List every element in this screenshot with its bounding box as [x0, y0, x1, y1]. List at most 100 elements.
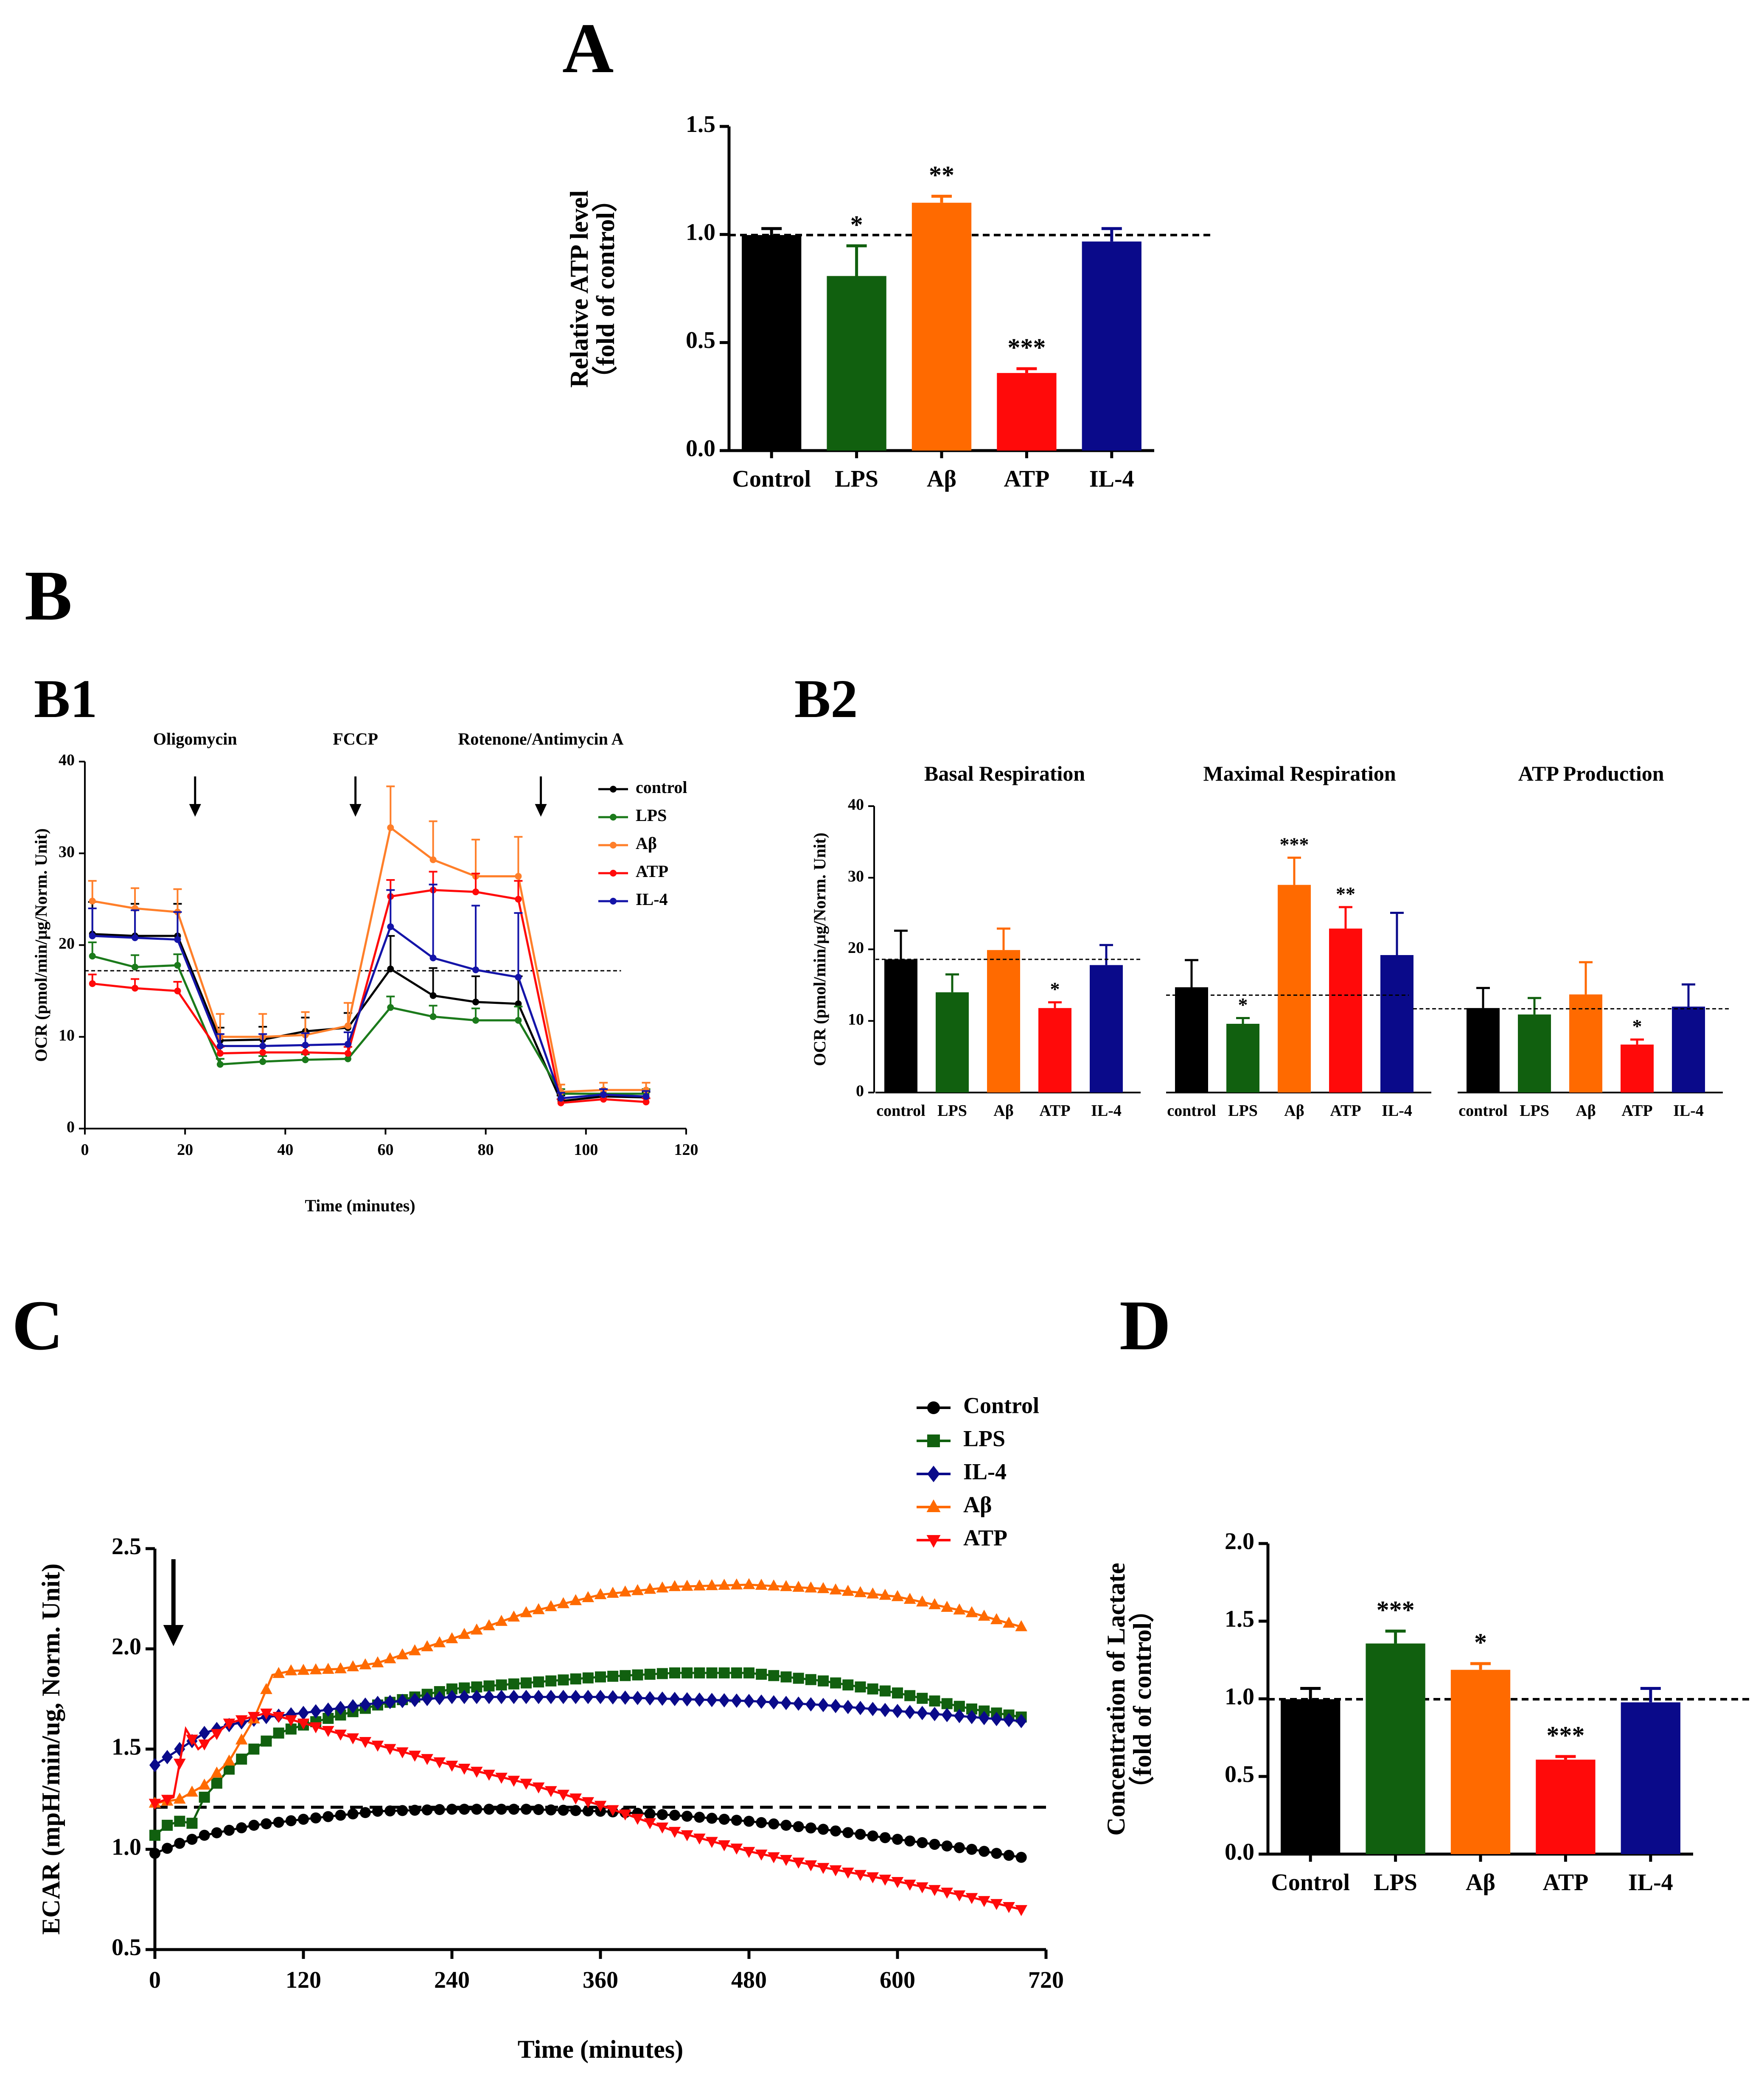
chart-c-point-abeta — [941, 1601, 953, 1612]
chart-b1-point-abeta — [344, 1022, 351, 1029]
chart-b2-significance-maximal-respiration-abeta: *** — [1280, 834, 1309, 855]
chart-b1-point-lps — [515, 1017, 522, 1024]
chart-c-point-il-4 — [496, 1689, 507, 1704]
chart-b1-point-atp — [472, 888, 480, 896]
chart-c-point-control — [904, 1835, 916, 1847]
chart-c-legend-marker-il-4 — [927, 1465, 940, 1482]
chart-c-point-control — [805, 1822, 816, 1834]
chart-c-point-lps — [273, 1727, 284, 1739]
chart-c-point-control — [310, 1812, 322, 1824]
chart-b1-point-atp — [642, 1098, 650, 1106]
chart-b1-point-il-4 — [132, 934, 139, 941]
chart-c-point-control — [644, 1808, 656, 1820]
panel-label-b1: B1 — [34, 669, 97, 729]
chart-b2-bar-atp-production-lps — [1518, 1014, 1551, 1093]
chart-b1-point-lps — [259, 1058, 266, 1065]
chart-c-point-lps — [941, 1698, 953, 1709]
chart-a-x-label-control: Control — [732, 466, 811, 492]
chart-c-point-abeta — [867, 1587, 879, 1599]
chart-c-point-atp — [668, 1827, 681, 1838]
chart-b1-y-tick-label: 30 — [59, 843, 75, 861]
chart-c-point-il-4 — [830, 1699, 841, 1713]
chart-c-point-control — [174, 1838, 185, 1849]
chart-d-y-tick-label: 1.0 — [1225, 1684, 1254, 1710]
chart-d-bar-atp — [1536, 1759, 1596, 1854]
chart-c-point-lps — [607, 1670, 619, 1682]
chart-c-point-abeta — [322, 1663, 334, 1674]
chart-c-point-control — [261, 1818, 272, 1829]
chart-c-point-lps — [904, 1690, 916, 1701]
chart-d-x-label-lps: LPS — [1374, 1869, 1417, 1896]
chart-c-point-atp — [805, 1860, 817, 1871]
chart-c-point-lps — [199, 1791, 210, 1803]
chart-b1-point-lps — [132, 964, 139, 971]
chart-c-point-il-4 — [421, 1692, 433, 1706]
chart-b2-bar-atp-production-abeta — [1569, 994, 1602, 1093]
chart-c-point-il-4 — [954, 1709, 965, 1723]
chart-c-point-abeta — [768, 1579, 780, 1591]
chart-b2-y-tick-label: 20 — [848, 939, 864, 957]
chart-c-point-atp — [210, 1729, 223, 1740]
chart-b1-point-lps — [89, 953, 96, 960]
chart-a-bar-lps — [827, 276, 886, 451]
chart-b1-legend-label-control: control — [636, 778, 687, 797]
chart-c-point-control — [347, 1808, 359, 1820]
chart-c-point-abeta — [186, 1785, 198, 1797]
chart-c-point-il-4 — [966, 1710, 977, 1724]
chart-c-line-control — [154, 1808, 1022, 1859]
chart-c-point-lps — [521, 1677, 532, 1689]
chart-c-point-control — [335, 1810, 346, 1821]
chart-c-point-il-4 — [867, 1702, 878, 1716]
chart-c-y-tick-label: 1.0 — [112, 1834, 141, 1860]
chart-b1-point-il-4 — [344, 1041, 351, 1048]
chart-b1-injection-oligomycin: Oligomycin — [153, 729, 237, 748]
chart-b1-legend-marker-lps — [610, 814, 617, 821]
chart-c-point-abeta — [606, 1586, 619, 1598]
chart-c-point-il-4 — [508, 1689, 519, 1704]
chart-c-point-abeta — [235, 1733, 248, 1745]
chart-c-point-control — [397, 1805, 408, 1816]
chart-b2-y-tick-label: 40 — [848, 796, 864, 814]
chart-b2-x-label-atp-production-abeta: Aβ — [1576, 1102, 1596, 1120]
chart-d-significance-abeta: * — [1474, 1628, 1487, 1656]
chart-c-point-abeta — [260, 1683, 272, 1694]
chart-c-point-il-4 — [521, 1689, 532, 1704]
chart-c-point-atp — [990, 1899, 1003, 1910]
chart-b1-point-lps — [216, 1061, 224, 1068]
chart-c-point-atp — [1003, 1902, 1015, 1914]
chart-c-point-control — [768, 1818, 780, 1829]
chart-b1-point-abeta — [89, 897, 96, 905]
chart-c-point-lps — [768, 1670, 780, 1681]
chart-c-point-control — [273, 1816, 284, 1828]
chart-c-point-abeta — [656, 1581, 669, 1593]
chart-b1-y-axis-label: OCR (pmol/min/μg/Norm. Unit) — [31, 828, 50, 1062]
chart-b2-bar-atp-production-control — [1467, 1008, 1500, 1093]
chart-d-significance-lps: *** — [1377, 1596, 1415, 1624]
chart-d-y-axis-label: Concentration of Lactate — [1102, 1563, 1130, 1835]
chart-c-point-atp — [334, 1729, 347, 1741]
chart-c-point-il-4 — [359, 1697, 371, 1712]
chart-d-y-tick-label: 0.0 — [1225, 1839, 1254, 1865]
chart-a-significance-abeta: ** — [929, 161, 954, 189]
chart-c-point-control — [459, 1804, 470, 1815]
chart-c-point-atp — [309, 1722, 322, 1734]
chart-c-point-il-4 — [335, 1701, 346, 1715]
chart-b1-point-atp — [132, 985, 139, 992]
chart-b1-line-control — [92, 933, 646, 1102]
chart-c-point-il-4 — [162, 1750, 173, 1765]
chart-a-bar-il-4 — [1082, 241, 1141, 451]
chart-b1-point-lps — [344, 1055, 351, 1062]
chart-a-significance-atp: *** — [1007, 333, 1046, 361]
chart-b1-point-il-4 — [472, 966, 480, 973]
chart-c-point-lps — [186, 1818, 198, 1829]
chart-c-point-atp — [260, 1709, 272, 1720]
chart-c-point-atp — [186, 1734, 198, 1746]
chart-c-point-abeta — [210, 1766, 223, 1778]
chart-b1-x-axis-label: Time (minutes) — [305, 1196, 415, 1215]
chart-c-point-control — [224, 1824, 235, 1836]
chart-b2-x-label-basal-respiration-lps: LPS — [937, 1102, 967, 1120]
chart-c-point-il-4 — [979, 1711, 990, 1726]
chart-b1-injection-rotenone-antimycin-a: Rotenone/Antimycin A — [458, 729, 624, 748]
chart-b1-point-abeta — [387, 824, 394, 831]
chart-b1-point-il-4 — [174, 936, 181, 943]
